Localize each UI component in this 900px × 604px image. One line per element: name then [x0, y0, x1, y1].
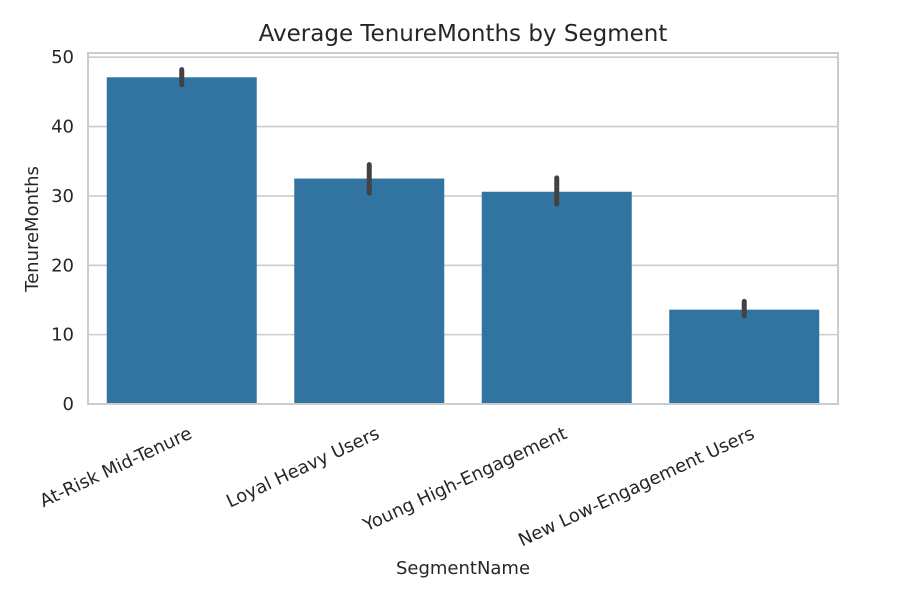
plot-frame: [87, 52, 839, 405]
bar: [669, 309, 820, 404]
bar: [481, 191, 632, 404]
x-tick-labels: At-Risk Mid-Tenure Loyal Heavy UsersYoung…: [37, 423, 758, 551]
y-tick-labels: 0 10 20 30 40 50: [51, 47, 74, 415]
x-axis-label: SegmentName: [396, 558, 530, 579]
bar: [106, 77, 257, 404]
x-tick-label: At-Risk Mid-Tenure: [37, 423, 196, 512]
y-tick-label: 50: [51, 47, 74, 68]
x-tick-label: Young High-Engagement: [359, 423, 570, 536]
x-tick-label: Loyal Heavy Users: [223, 423, 383, 512]
bars: [106, 77, 820, 404]
error-bars: [179, 67, 747, 319]
y-tick-label: 0: [63, 394, 74, 415]
y-axis-label: TenureMonths: [22, 166, 43, 293]
y-tick-label: 20: [51, 255, 74, 276]
chart-title: Average TenureMonths by Segment: [259, 21, 668, 47]
bar: [294, 178, 445, 404]
y-tick-label: 30: [51, 186, 74, 207]
y-tick-label: 40: [51, 117, 74, 138]
y-tick-label: 10: [51, 325, 74, 346]
